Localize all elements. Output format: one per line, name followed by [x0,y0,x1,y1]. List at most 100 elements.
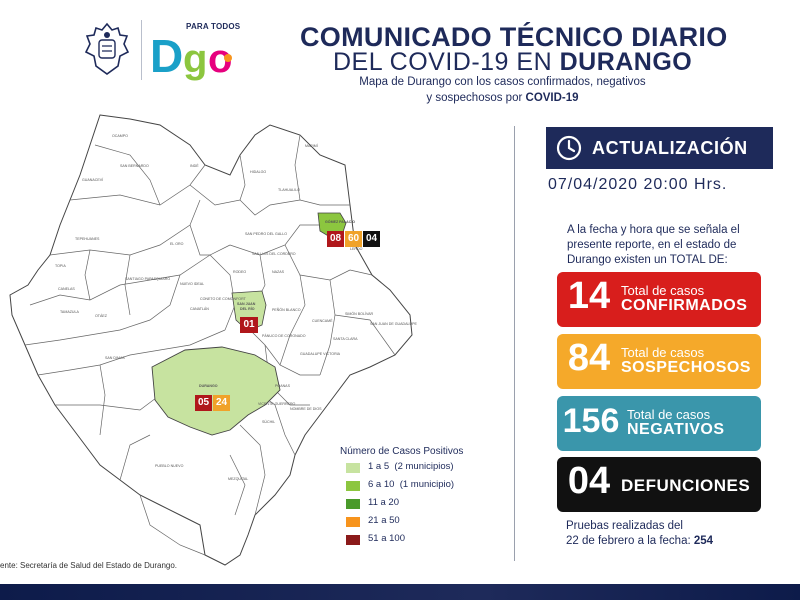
source-note: ente: Secretaría de Salud del Estado de … [0,561,178,570]
tests-text: Pruebas realizadas del [566,520,683,532]
svg-text:PEÑÓN BLANCO: PEÑÓN BLANCO [272,307,301,312]
intro-text: Durango existen un TOTAL DE: [567,254,728,266]
page-title: COMUNICADO TÉCNICO DIARIO [300,22,728,52]
suspected-count: 84 [567,337,611,379]
state-outline [9,114,413,566]
svg-text:GÓMEZ PALACIO: GÓMEZ PALACIO [325,219,355,224]
legend-swatch [346,481,360,491]
page-title-line2: DEL COVID-19 EN DURANGO [333,48,693,76]
svg-text:NAZAS: NAZAS [272,270,285,274]
svg-text:SAN PEDRO DEL GALLO: SAN PEDRO DEL GALLO [245,232,287,236]
svg-text:RODEO: RODEO [233,270,246,274]
suspected-cases-card: 84 Total de casos SOSPECHOSOS [557,334,761,389]
svg-text:CONETO DE COMONFORT: CONETO DE COMONFORT [200,297,247,301]
dgo-brand-logo: D g o [150,30,232,82]
svg-text:DEL RÍO: DEL RÍO [240,306,255,311]
durango-seal-logo [84,22,130,75]
update-datetime: 07/04/2020 20:00 Hrs. [548,176,728,193]
stat-caption: Total de casos [621,345,705,360]
count-box-confirmed: 05 [195,395,212,411]
legend-item: 21 a 50 [346,515,506,529]
svg-text:CANELAS: CANELAS [58,287,75,291]
legend-swatch [346,535,360,545]
negative-cases-card: 156 Total de casos NEGATIVOS [557,396,761,451]
durango-municipality-region [151,346,281,436]
svg-text:NOMBRE DE DIOS: NOMBRE DE DIOS [290,407,322,411]
logo-tagline: PARA TODOS [186,22,241,31]
legend-swatch [346,517,360,527]
svg-text:CANATLÁN: CANATLÁN [190,307,209,311]
legend-swatch [346,463,360,473]
svg-text:MEZQUITAL: MEZQUITAL [228,477,248,481]
svg-text:SAN JUAN: SAN JUAN [237,302,256,306]
deaths-count: 04 [567,460,611,502]
subtitle-line2: y sospechosos por COVID-19 [426,92,579,104]
stat-label: CONFIRMADOS [621,297,748,314]
subtitle-line1: Mapa de Durango con los casos confirmado… [359,76,646,88]
confirmed-cases-card: 14 Total de casos CONFIRMADOS [557,272,761,327]
svg-text:HIDALGO: HIDALGO [250,170,266,174]
update-label: ACTUALIZACIÓN [592,138,748,158]
stat-label: DEFUNCIONES [621,476,751,495]
svg-text:SAN DIMAS: SAN DIMAS [105,356,125,360]
svg-text:TLAHUALILO: TLAHUALILO [278,188,300,192]
count-box-confirmed: 01 [240,317,258,333]
deaths-card: 04 DEFUNCIONES [557,457,761,512]
svg-text:PÁNUCO DE CORONADO: PÁNUCO DE CORONADO [262,334,306,338]
confirmed-count: 14 [567,275,611,317]
svg-text:D: D [150,30,183,82]
stat-caption: Total de casos [621,283,705,298]
svg-text:DURANGO: DURANGO [199,384,218,388]
svg-text:SAN LUIS DEL CORDERO: SAN LUIS DEL CORDERO [252,252,296,256]
intro-text: presente reporte, en el estado de [567,239,737,251]
header-divider [141,20,142,80]
count-box-suspected: 60 [345,231,362,247]
svg-text:TAMAZULA: TAMAZULA [60,310,80,314]
svg-text:LERDO: LERDO [350,247,363,251]
legend-title: Número de Casos Positivos [340,446,464,457]
svg-text:SANTIAGO PAPASQUIARO: SANTIAGO PAPASQUIARO [125,277,170,281]
svg-text:OTÁEZ: OTÁEZ [95,314,108,318]
stat-label: SOSPECHOSOS [621,359,751,376]
svg-text:TOPIA: TOPIA [55,264,66,268]
svg-text:PUEBLO NUEVO: PUEBLO NUEVO [155,464,184,468]
count-box-deaths: 04 [363,231,380,247]
legend-swatch [346,499,360,509]
stat-caption: Total de casos [627,407,711,422]
san-juan-del-rio-counts: 01 [240,314,258,333]
svg-text:EL ORO: EL ORO [170,242,184,246]
svg-text:CUENCAMÉ: CUENCAMÉ [312,318,333,323]
svg-text:VICENTE GUERRERO: VICENTE GUERRERO [258,402,296,406]
svg-text:SAN BERNARDO: SAN BERNARDO [120,164,149,168]
svg-text:SIMÓN BOLÍVAR: SIMÓN BOLÍVAR [345,311,373,316]
svg-text:SAN JUAN DE GUADALUPE: SAN JUAN DE GUADALUPE [370,322,418,326]
svg-text:TEPEHUANES: TEPEHUANES [75,237,100,241]
svg-text:SÚCHIL: SÚCHIL [262,419,275,424]
svg-text:NUEVO IDEAL: NUEVO IDEAL [180,282,204,286]
svg-text:SANTA CLARA: SANTA CLARA [333,337,358,341]
svg-text:OCAMPO: OCAMPO [112,134,128,138]
clock-icon [556,135,582,161]
legend-item: 51 a 100 [346,533,506,547]
content-divider [514,126,515,561]
svg-text:POANAS: POANAS [275,384,291,388]
gomez-palacio-counts: 08 60 04 [327,228,380,247]
legend-item: 11 a 20 [346,497,506,511]
svg-text:INDÉ: INDÉ [190,163,199,168]
svg-text:GUANACEVÍ: GUANACEVÍ [82,178,103,182]
footer-bar [0,584,800,600]
legend-item: 6 a 10 (1 municipio) [346,479,506,493]
durango-counts: 05 24 [195,392,230,411]
legend-item: 1 a 5 (2 municipios) [346,461,506,475]
count-box-suspected: 24 [213,395,230,411]
svg-text:MAPIMÍ: MAPIMÍ [305,144,318,148]
update-banner: ACTUALIZACIÓN [546,127,773,169]
tests-count: 254 [693,535,714,547]
count-box-confirmed: 08 [327,231,344,247]
negative-count: 156 [562,402,620,440]
tests-text-line2: 22 de febrero a la fecha: 254 [566,535,714,547]
stat-label: NEGATIVOS [627,421,725,438]
svg-text:g: g [183,37,207,81]
intro-text: A la fecha y hora que se señala el [567,224,740,236]
svg-text:GUADALUPE VICTORIA: GUADALUPE VICTORIA [300,352,341,356]
